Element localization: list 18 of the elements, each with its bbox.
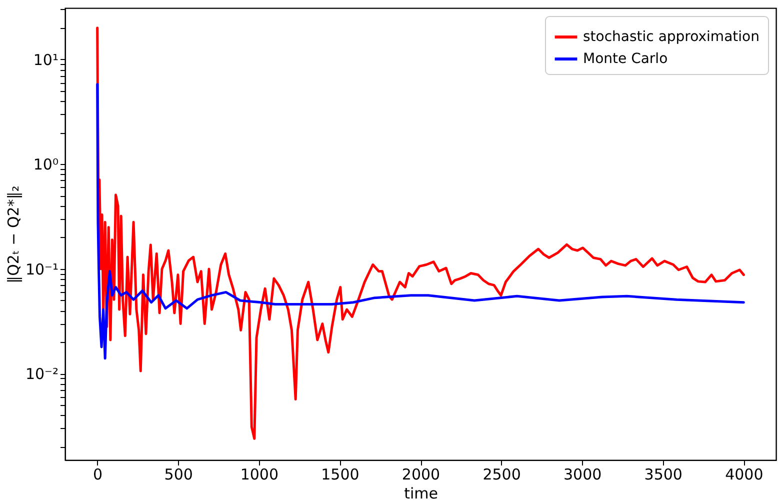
x-tick-label: 3500 xyxy=(644,466,682,484)
x-tick-label: 3000 xyxy=(563,466,602,484)
x-tick-label: 1000 xyxy=(240,466,279,484)
y-tick-label: 10¹ xyxy=(33,50,58,69)
legend-label: stochastic approximation xyxy=(583,29,760,45)
x-tick-label: 1500 xyxy=(321,466,360,484)
x-tick-label: 2500 xyxy=(482,466,521,484)
x-tick-label: 2000 xyxy=(402,466,440,484)
y-tick-label: 10⁰ xyxy=(33,156,58,174)
y-tick-label: 10⁻² xyxy=(25,365,58,384)
x-axis-title: time xyxy=(404,484,438,502)
legend-label: Monte Carlo xyxy=(583,51,668,67)
x-tick-label: 4000 xyxy=(725,466,764,484)
y-tick-label: 10⁻¹ xyxy=(25,260,58,278)
line-series xyxy=(96,82,745,360)
y-axis-title: ‖Q2ₜ − Q2*‖₂ xyxy=(4,186,22,284)
x-tick-label: 0 xyxy=(93,466,103,484)
x-tick-label: 500 xyxy=(164,466,193,484)
